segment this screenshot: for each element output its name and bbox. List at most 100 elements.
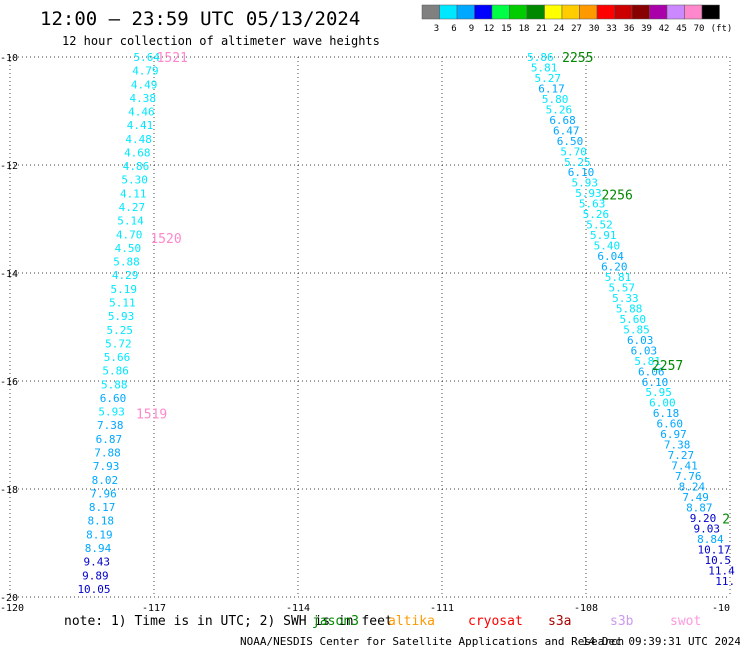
colorbar-label: 27 [571,24,582,34]
satellite-legend-s3b: s3b [610,614,634,629]
wave-height-value: 5.57 [608,281,635,294]
wave-height-value: 5.27 [535,72,562,85]
wave-height-value: 8.24 [679,481,706,494]
colorbar-swatch [491,4,510,20]
colorbar-legend: 3 6 9 12 15 18 21 24 27 30 33 36 39 42 45 70 (ft) [421,4,732,34]
x-tick-label: -120 [0,603,24,614]
colorbar-swatch [684,4,703,20]
wave-height-value: 8.84 [697,533,724,546]
footer-note: note: 1) Time is in UTC; 2) SWH is in fe… [64,614,393,629]
colorbar-swatch [421,4,440,20]
colorbar-swatch [701,4,720,20]
wave-height-value: 5.88 [101,378,128,391]
wave-height-value: 5.63 [579,198,606,211]
colorbar-label: 70 [694,24,705,34]
wave-height-value: 6.87 [96,433,123,446]
wave-height-value: 4.48 [125,133,152,146]
wave-height-value: 5.93 [575,187,602,200]
wave-height-value: 5.93 [108,310,135,323]
colorbar-swatch [509,4,528,20]
pass-number-label: 2257 [652,359,683,374]
y-tick-label: -18 [0,485,18,496]
wave-height-value: 4.27 [119,201,146,214]
wave-height-value: 5.93 [98,406,125,419]
wave-height-value: 6.03 [631,344,658,357]
colorbar-label: 24 [554,24,565,34]
y-tick-label: -20 [0,593,18,604]
wave-height-value: 4.70 [116,228,143,241]
colorbar-swatch [614,4,633,20]
wave-height-value: 7.96 [90,487,117,500]
wave-height-value: 5.60 [620,313,647,326]
wave-height-value: 5.64 [134,51,161,64]
colorbar-label: 12 [484,24,495,34]
wave-height-value: 11. [715,575,735,588]
wave-height-value: 7.38 [664,439,691,452]
page-subtitle: 12 hour collection of altimeter wave hei… [62,34,380,48]
wave-height-value: 6.20 [601,261,628,274]
wave-height-value: 4.68 [124,146,151,159]
wave-height-value: 5.19 [111,283,138,296]
wave-height-value: 4.41 [127,119,154,132]
wave-height-value: 8.19 [86,528,113,541]
wave-height-value: 6.60 [100,392,127,405]
wave-height-value: 6.10 [568,166,595,179]
wave-height-value: 10.17 [698,543,731,556]
colorbar-swatch [649,4,668,20]
wave-height-value: 5.80 [542,93,569,106]
wave-height-value: 7.76 [675,470,702,483]
wave-height-value: 11.4 [708,564,735,577]
colorbar-label: 33 [606,24,617,34]
wave-height-value: 5.88 [113,256,140,269]
colorbar-label: 21 [536,24,547,34]
wave-height-value: 5.93 [572,177,599,190]
wave-height-value: 6.97 [660,428,687,441]
axis-ticks: -10 -12 -14 -16 -18 -20-120 -117 -114 -111 -108 -1… [0,53,730,614]
wave-height-value: 5.88 [616,302,643,315]
wave-height-value: 6.18 [653,407,680,420]
wave-height-value: 5.81 [605,271,632,284]
colorbar-label: 6 [451,24,456,34]
colorbar-swatch [666,4,685,20]
colorbar-swatch [631,4,650,20]
wave-height-value: 5.25 [106,324,133,337]
wave-height-value: 6.00 [649,397,676,410]
wave-height-value: 5.72 [105,337,132,350]
wave-height-value: 4.79 [132,65,159,78]
colorbar-label: 3 [434,24,439,34]
wave-height-value: 7.49 [682,491,709,504]
pass-number-label: 2255 [562,51,593,66]
pass-number-label: 1519 [136,407,167,422]
credit-line: NOAA/NESDIS Center for Satellite Applica… [240,635,624,648]
satellite-legend-swot: swot [670,614,701,629]
wave-height-value: 6.68 [549,114,576,127]
satellite-legend-s3a: s3a [548,614,571,629]
wave-height-value: 8.02 [92,474,119,487]
colorbar-label: 15 [501,24,512,34]
wave-height-value: 4.86 [123,160,150,173]
plot-grid [9,56,731,598]
pass-number-label: 2 [722,513,730,528]
wave-height-value: 5.66 [104,351,131,364]
colorbar-label: 36 [624,24,635,34]
wave-height-value: 7.41 [671,460,698,473]
wave-height-value: 5.81 [531,61,558,74]
wave-height-value: 10.05 [77,583,110,596]
colorbar-label: 45 [676,24,687,34]
y-tick-label: -14 [0,269,18,280]
wave-height-value: 5.86 [102,365,129,378]
wave-height-value: 8.87 [686,501,713,514]
colorbar-swatch [526,4,545,20]
wave-height-value: 4.49 [131,78,158,91]
wave-height-value: 6.17 [538,82,565,95]
wave-height-value: 9.43 [83,556,110,569]
wave-height-value: 8.18 [88,515,115,528]
x-tick-label: -117 [142,603,166,614]
wave-height-value: 5.14 [117,215,144,228]
wave-height-value: 5.95 [645,386,672,399]
x-tick-label: -108 [574,603,598,614]
wave-height-value: 5.85 [623,323,650,336]
pass-number-label: 1521 [157,51,188,66]
wave-height-value: 6.10 [642,376,669,389]
wave-height-value: 6.60 [657,418,684,431]
